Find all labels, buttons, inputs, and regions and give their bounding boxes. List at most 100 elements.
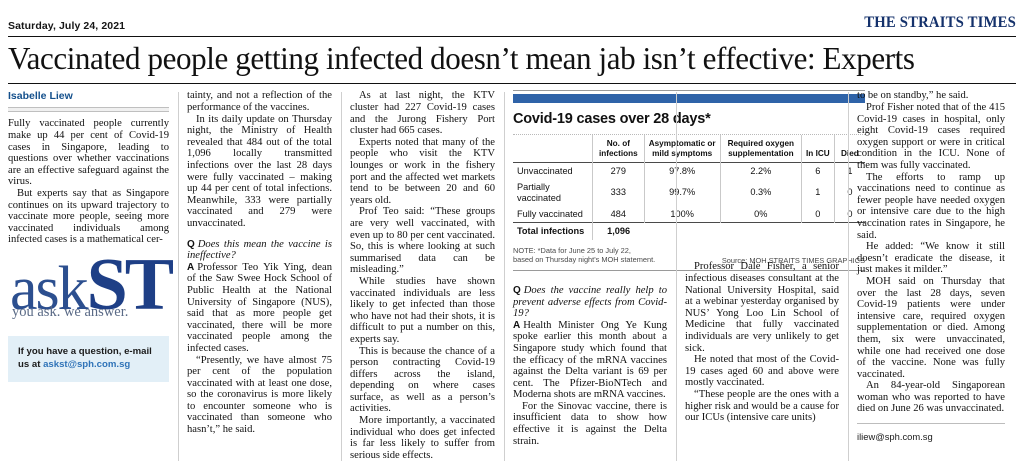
publication-masthead: THE STRAITS TIMES bbox=[864, 14, 1016, 31]
body-paragraph: While studies have shown vaccinated indi… bbox=[350, 275, 495, 345]
body-paragraph: For the Sinovac vaccine, there is insuff… bbox=[513, 400, 667, 447]
body-paragraph: The efforts to ramp up vaccinations need… bbox=[857, 171, 1005, 241]
cell-infections: 279 bbox=[592, 162, 645, 180]
byline-divider bbox=[8, 107, 169, 113]
question-text: Does this mean the vaccine is ineffectiv… bbox=[187, 238, 332, 262]
askst-promo[interactable]: askST you ask. we answer. If you have a … bbox=[8, 248, 174, 382]
body-paragraph: As at last night, the KTV cluster had 22… bbox=[350, 90, 495, 137]
covid-cases-table: No. of infections Asymptomatic or mild s… bbox=[513, 135, 865, 240]
column-3: As at last night, the KTV cluster had 22… bbox=[341, 90, 504, 461]
answer-paragraph: A Professor Teo Yik Ying, dean of the Saw… bbox=[187, 262, 332, 355]
cell-oxygen: 0% bbox=[719, 206, 802, 223]
answer-text: Health Minister Ong Ye Kung spoke earlie… bbox=[513, 319, 667, 401]
askst-logo-text: askST bbox=[10, 248, 174, 323]
askst-box-line1: If you have a question, e-mail bbox=[18, 345, 152, 357]
cell-oxygen: 0.3% bbox=[719, 179, 802, 207]
answer-marker: A bbox=[513, 319, 521, 331]
askst-logo: askST you ask. we answer. bbox=[8, 248, 174, 330]
askst-email-link[interactable]: askst@sph.com.sg bbox=[43, 358, 131, 370]
cell-died: 0 bbox=[833, 206, 865, 223]
total-blank-died bbox=[834, 222, 865, 240]
cell-mild: 100% bbox=[643, 206, 721, 223]
row-label: Partially vaccinated bbox=[517, 181, 561, 203]
cell-died: 1 bbox=[833, 162, 865, 180]
total-infections: 1,096 bbox=[592, 222, 645, 240]
body-paragraph: “Presently, we have almost 75 per cent o… bbox=[187, 354, 332, 436]
cell-infections: 484 bbox=[592, 206, 645, 223]
body-paragraph: An 84-year-old Singaporean woman who was… bbox=[857, 380, 1005, 415]
headline-rule bbox=[8, 83, 1016, 85]
row-label: Fully vaccinated bbox=[517, 208, 583, 219]
infographic-note-line1: NOTE: *Data for June 25 to July 22, bbox=[513, 245, 631, 255]
col-header-oxygen: Required oxygen supplementation bbox=[719, 135, 802, 163]
body-paragraph: Prof Teo said: “These groups are very we… bbox=[350, 206, 495, 276]
cell-icu: 1 bbox=[800, 179, 835, 207]
question-marker: Q bbox=[187, 238, 195, 250]
question-marker: Q bbox=[513, 284, 521, 296]
askst-logo-main: ask bbox=[10, 254, 89, 323]
column-5: Professor Dale Fisher, a senior infectio… bbox=[676, 90, 848, 461]
col-header-died: Died bbox=[833, 135, 865, 163]
body-paragraph: Fully vaccinated people currently make u… bbox=[8, 118, 169, 188]
body-paragraph: Experts noted that many of the people wh… bbox=[350, 136, 495, 206]
col-header-infections: No. of infections bbox=[592, 135, 645, 163]
answer-paragraph: A Health Minister Ong Ye Kung spoke earli… bbox=[513, 320, 667, 401]
table-row: Partially vaccinated 333 99.7% 0.3% 1 0 bbox=[513, 179, 865, 207]
total-label: Total infections bbox=[513, 222, 593, 240]
infographic-top-dash-rule bbox=[513, 134, 865, 136]
table-header-row: No. of infections Asymptomatic or mild s… bbox=[513, 135, 865, 163]
column-6: to be on standby,” he said. Prof Fisher … bbox=[848, 90, 1014, 461]
dateline: Saturday, July 24, 2021 bbox=[8, 20, 126, 32]
masthead-rule bbox=[8, 36, 1016, 37]
body-paragraph: He noted that most of the Covid-19 cases… bbox=[685, 354, 839, 389]
column-2: tainty, and not a reflection of the perf… bbox=[178, 90, 341, 461]
column-4: Covid-19 cases over 28 days* No. of infe… bbox=[504, 90, 865, 461]
askst-box-line2: us at askst@sph.com.sg bbox=[18, 358, 159, 371]
infographic-panel: Covid-19 cases over 28 days* No. of infe… bbox=[513, 90, 865, 271]
total-blank-icu bbox=[801, 222, 835, 240]
infographic-accent-bar bbox=[513, 94, 865, 104]
askst-logo-big: ST bbox=[86, 243, 174, 326]
table-row: Fully vaccinated 484 100% 0% 0 0 bbox=[513, 206, 865, 223]
page-headline: Vaccinated people getting infected doesn… bbox=[8, 41, 915, 76]
question-text: Does the vaccine really help to prevent … bbox=[513, 284, 667, 320]
body-paragraph: This is because the chance of a person c… bbox=[350, 345, 495, 415]
body-paragraph: MOH said on Thursday that over the last … bbox=[857, 275, 1005, 380]
question-paragraph: Q Does the vaccine really help to prevent… bbox=[513, 285, 667, 320]
article-columns: Isabelle Liew Fully vaccinated people cu… bbox=[8, 90, 1016, 461]
cell-icu: 6 bbox=[800, 162, 835, 180]
row-label: Unvaccinated bbox=[517, 165, 573, 176]
body-paragraph: He added: “We know it still doesn’t erad… bbox=[857, 241, 1005, 276]
byline-author: Isabelle Liew bbox=[8, 90, 73, 103]
table-total-row: Total infections 1,096 bbox=[513, 222, 865, 240]
body-paragraph: “These people are the ones with a higher… bbox=[685, 388, 839, 424]
cell-oxygen: 2.2% bbox=[719, 162, 802, 180]
total-blank-mild bbox=[644, 222, 721, 240]
reporter-email[interactable]: iliew@sph.com.sg bbox=[857, 423, 1005, 442]
infographic-note-line2: based on Thursday night's MOH statement. bbox=[513, 255, 656, 265]
answer-marker: A bbox=[187, 261, 195, 273]
newspaper-page: Saturday, July 24, 2021 THE STRAITS TIME… bbox=[8, 0, 1016, 461]
graphic-spacer bbox=[513, 271, 667, 276]
table-row: Unvaccinated 279 97.8% 2.2% 6 1 bbox=[513, 162, 865, 180]
body-paragraph: Prof Fisher noted that of the 415 Covid-… bbox=[857, 102, 1005, 171]
column-1: Isabelle Liew Fully vaccinated people cu… bbox=[8, 90, 178, 461]
body-paragraph: But experts say that as Singapore contin… bbox=[8, 188, 169, 246]
col-header-mild: Asymptomatic or mild symptoms bbox=[643, 135, 721, 163]
cell-icu: 0 bbox=[800, 206, 835, 223]
body-paragraph: More importantly, a vaccinated individua… bbox=[350, 415, 495, 461]
total-blank-oxygen bbox=[720, 222, 802, 240]
body-paragraph: In its daily update on Thursday night, t… bbox=[187, 113, 332, 229]
answer-text: Professor Teo Yik Ying, dean of the Saw … bbox=[187, 261, 332, 354]
graphic-overlap-spacer bbox=[685, 90, 839, 261]
infographic-note: NOTE: *Data for June 25 to July 22, base… bbox=[513, 246, 655, 265]
infographic-title: Covid-19 cases over 28 days* bbox=[513, 111, 711, 128]
cell-infections: 333 bbox=[592, 179, 645, 207]
masthead-bar: Saturday, July 24, 2021 THE STRAITS TIME… bbox=[8, 0, 1016, 32]
askst-tagline: you ask. we answer. bbox=[12, 303, 129, 320]
infographic-source: Source: MOH STRAITS TIMES GRAPHICS bbox=[721, 255, 865, 265]
col-header-icu: In ICU bbox=[800, 135, 835, 163]
question-paragraph: Q Does this mean the vaccine is ineffecti… bbox=[187, 239, 332, 262]
cell-mild: 97.8% bbox=[643, 162, 721, 180]
cell-died: 0 bbox=[833, 179, 865, 207]
